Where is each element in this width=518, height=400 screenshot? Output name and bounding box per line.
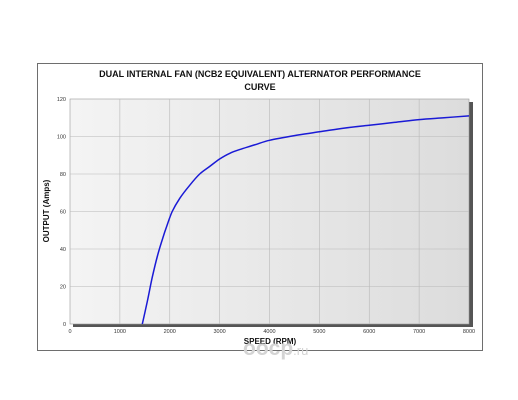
x-tick-label: 7000: [413, 329, 425, 335]
y-axis-label: OUTPUT (Amps): [42, 179, 51, 242]
y-tick-label: 0: [63, 322, 66, 328]
x-tick-label: 6000: [363, 329, 375, 335]
series-line: [141, 115, 470, 325]
y-tick-label: 80: [60, 172, 66, 178]
x-axis-label: SPEED (RPM): [244, 337, 297, 346]
x-tick-label: 3000: [214, 329, 226, 335]
watermark-main: oocp: [243, 337, 294, 360]
x-tick-label: 8000: [463, 329, 475, 335]
x-tick-label: 0: [68, 329, 71, 335]
y-tick-label: 40: [60, 247, 66, 253]
watermark-logo: oocp.ru: [243, 337, 308, 361]
x-tick-label: 2000: [164, 329, 176, 335]
y-tick-label: 100: [57, 135, 66, 141]
watermark-tld: .ru: [293, 343, 309, 358]
chart-title: DUAL INTERNAL FAN (NCB2 EQUIVALENT) ALTE…: [99, 69, 421, 92]
x-tick-label: 4000: [263, 329, 275, 335]
x-tick-label: 1000: [114, 329, 126, 335]
y-tick-label: 20: [60, 285, 66, 291]
y-tick-label: 60: [60, 210, 66, 216]
y-tick-label: 120: [57, 97, 66, 103]
x-tick-label: 5000: [313, 329, 325, 335]
